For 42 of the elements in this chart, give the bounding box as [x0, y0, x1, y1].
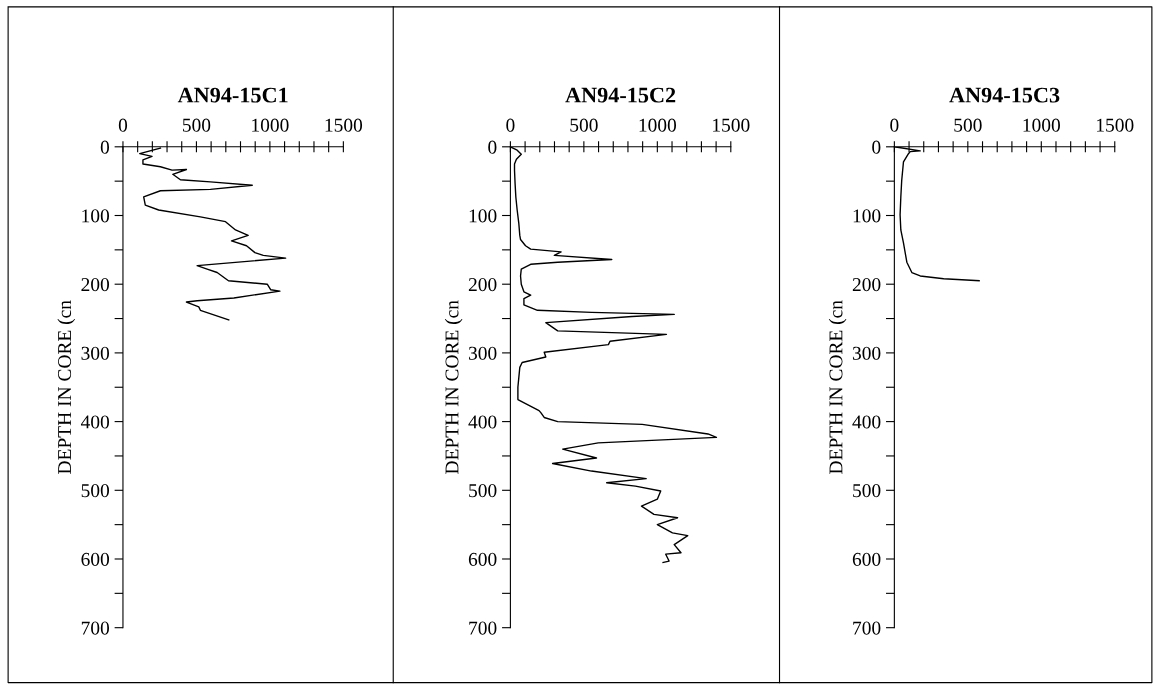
x-tick-label: 1500	[325, 118, 363, 132]
x-tick-label: 1000	[1023, 118, 1060, 132]
y-tick-label: 500	[853, 484, 881, 498]
y-tick-label: 300	[81, 346, 110, 360]
y-tick-label: 400	[852, 415, 881, 429]
y-tick-label: 700	[853, 621, 881, 635]
y-tick-label: 600	[81, 552, 110, 566]
y-tick-label: 700	[469, 621, 497, 635]
x-tick-label: 1000	[252, 118, 289, 132]
x-tick-label: 500	[954, 118, 982, 132]
y-tick-label: 300	[468, 346, 497, 360]
y-tick-label: 0	[872, 140, 881, 154]
x-tick-label: 0	[890, 118, 899, 132]
y-axis-title: DEPTH IN CORE (cn	[444, 300, 463, 474]
x-tick-label: 1000	[639, 118, 677, 132]
y-tick-label: 100	[82, 209, 110, 223]
x-tick-label: 500	[182, 118, 211, 132]
y-tick-label: 700	[81, 621, 110, 635]
y-tick-label: 100	[469, 209, 497, 223]
y-tick-label: 500	[81, 484, 110, 498]
y-axis-title: DEPTH IN CORE (cn	[57, 300, 76, 474]
y-tick-label: 600	[468, 552, 497, 566]
chart-title: AN94-15C1	[177, 87, 288, 103]
x-tick-label: 500	[570, 118, 598, 132]
chart-title: AN94-15C2	[565, 87, 676, 103]
y-axis-title: DEPTH IN CORE (cn	[828, 300, 847, 474]
y-tick-label: 300	[852, 346, 881, 360]
x-tick-label: 1500	[1097, 118, 1134, 132]
chart-title: AN94-15C3	[949, 87, 1060, 103]
x-tick-label: 1500	[713, 118, 750, 132]
y-tick-label: 0	[100, 140, 110, 154]
x-tick-label: 0	[506, 118, 515, 132]
y-tick-label: 500	[469, 484, 497, 498]
y-tick-label: 400	[80, 415, 110, 429]
x-tick-label: 0	[118, 118, 128, 132]
y-tick-label: 200	[81, 278, 110, 292]
y-tick-label: 200	[468, 278, 497, 292]
y-tick-label: 100	[853, 209, 881, 223]
y-tick-label: 400	[468, 415, 497, 429]
y-tick-label: 600	[852, 552, 881, 566]
y-tick-label: 0	[488, 140, 497, 154]
y-tick-label: 200	[852, 278, 881, 292]
